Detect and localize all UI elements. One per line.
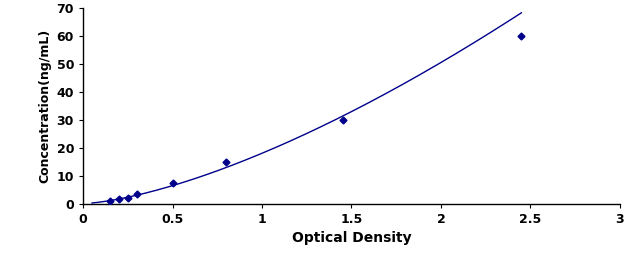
X-axis label: Optical Density: Optical Density — [291, 231, 412, 245]
Y-axis label: Concentration(ng/mL): Concentration(ng/mL) — [38, 29, 51, 183]
